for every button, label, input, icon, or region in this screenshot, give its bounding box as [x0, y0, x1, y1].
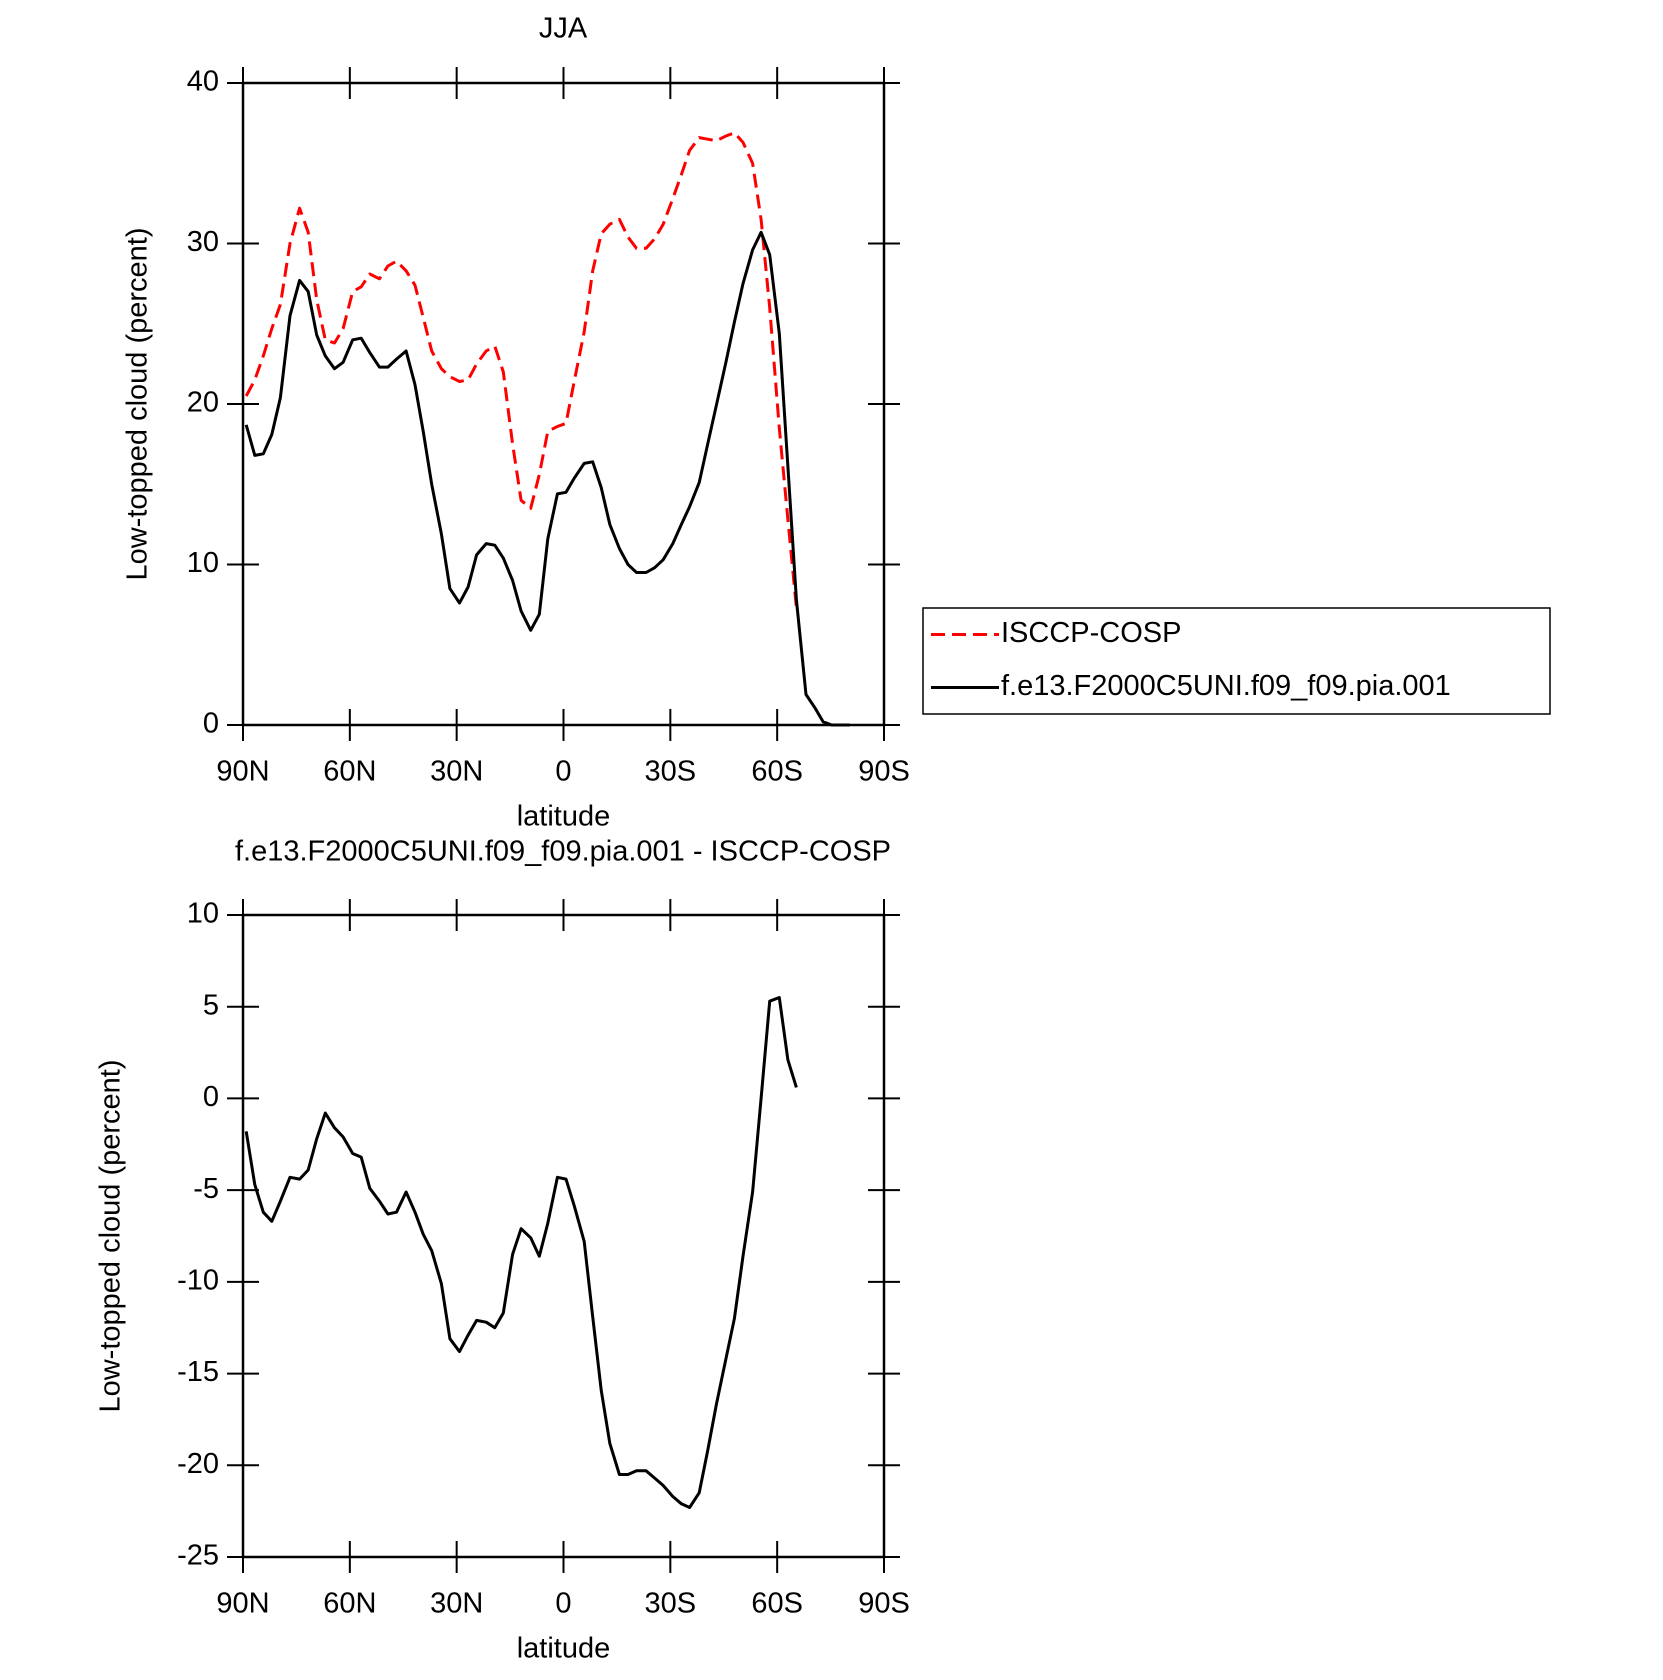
- x-tick-label: 90N: [216, 1588, 269, 1620]
- x-tick-label: 0: [555, 1588, 571, 1620]
- y-tick-label: -10: [177, 1265, 219, 1297]
- x-tick-label: 60S: [751, 756, 803, 788]
- x-tick-label: 30S: [645, 756, 697, 788]
- plot-frame: [241, 81, 886, 727]
- legend-label: ISCCP-COSP: [1001, 617, 1181, 649]
- series-line: [244, 230, 850, 727]
- y-axis-label: Low-topped cloud (percent): [122, 227, 154, 580]
- plot-frame: [241, 913, 886, 1559]
- x-tick-label: 60S: [751, 1588, 803, 1620]
- y-axis-label: Low-topped cloud (percent): [95, 1059, 127, 1412]
- y-tick-label: 30: [187, 226, 219, 258]
- x-tick-label: 30S: [645, 1588, 697, 1620]
- x-tick-label: 30N: [430, 756, 483, 788]
- y-tick-label: -20: [177, 1448, 219, 1480]
- x-axis-label: latitude: [517, 1633, 611, 1665]
- y-tick-label: 0: [203, 708, 219, 740]
- legend-label: f.e13.F2000C5UNI.f09_f09.pia.001: [1001, 670, 1451, 702]
- y-tick-label: -25: [177, 1540, 219, 1572]
- y-tick-label: 10: [187, 547, 219, 579]
- legend-box: [922, 607, 1551, 715]
- y-tick-label: 40: [187, 66, 219, 98]
- y-tick-label: 20: [187, 387, 219, 419]
- x-axis-label: latitude: [517, 801, 611, 833]
- x-tick-label: 0: [555, 756, 571, 788]
- x-tick-label: 90S: [858, 756, 910, 788]
- y-tick-label: 0: [203, 1081, 219, 1113]
- y-tick-label: 5: [203, 989, 219, 1021]
- series-line: [244, 996, 798, 1509]
- x-tick-label: 90N: [216, 756, 269, 788]
- x-tick-label: 30N: [430, 1588, 483, 1620]
- y-tick-label: -5: [193, 1173, 219, 1205]
- x-tick-label: 60N: [323, 1588, 376, 1620]
- x-tick-label: 60N: [323, 756, 376, 788]
- x-tick-label: 90S: [858, 1588, 910, 1620]
- series-line: [244, 131, 798, 608]
- chart-title: JJA: [539, 13, 588, 45]
- y-tick-label: -15: [177, 1356, 219, 1388]
- chart-title: f.e13.F2000C5UNI.f09_f09.pia.001 - ISCCP…: [235, 836, 891, 868]
- y-tick-label: 10: [187, 898, 219, 930]
